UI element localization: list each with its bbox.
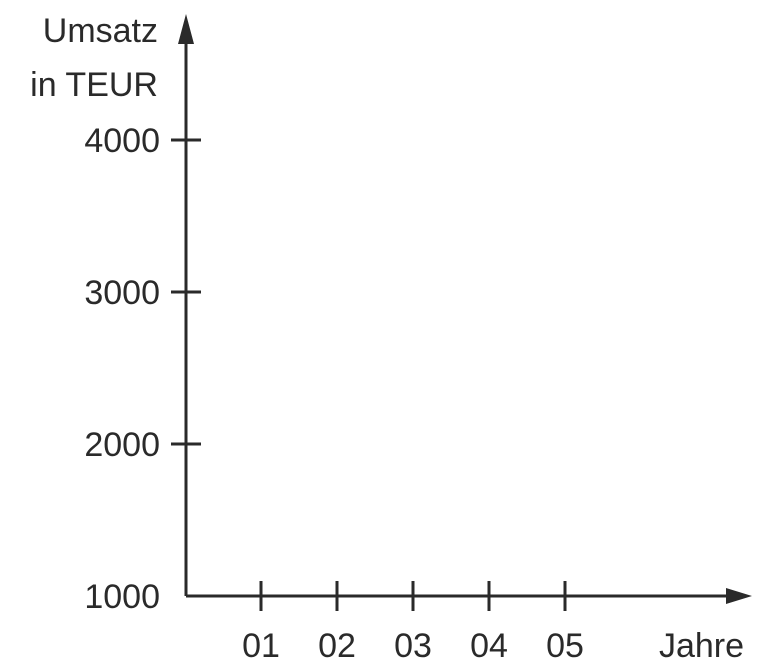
x-tick-label: 05: [546, 627, 584, 664]
y-axis-title-line2: in TEUR: [30, 66, 158, 104]
y-axis-title-line1: Umsatz: [43, 12, 158, 50]
x-tick-label: 04: [470, 627, 508, 664]
y-tick-label: 4000: [84, 122, 160, 160]
x-tick-label: 02: [318, 627, 356, 664]
x-axis-title: Jahre: [659, 627, 744, 664]
axes: [178, 14, 752, 604]
y-tick-label: 2000: [84, 426, 160, 464]
x-axis-arrow: [726, 588, 752, 604]
y-axis-arrow: [178, 14, 194, 44]
y-tick-label: 3000: [84, 274, 160, 312]
y-tick-label: 1000: [84, 578, 160, 616]
ticks: 1000 2000 3000 4000 01 02 03 04 05: [84, 122, 584, 664]
x-tick-label: 01: [242, 627, 280, 664]
x-tick-label: 03: [394, 627, 432, 664]
labels: Umsatz in TEUR Jahre: [30, 12, 744, 664]
